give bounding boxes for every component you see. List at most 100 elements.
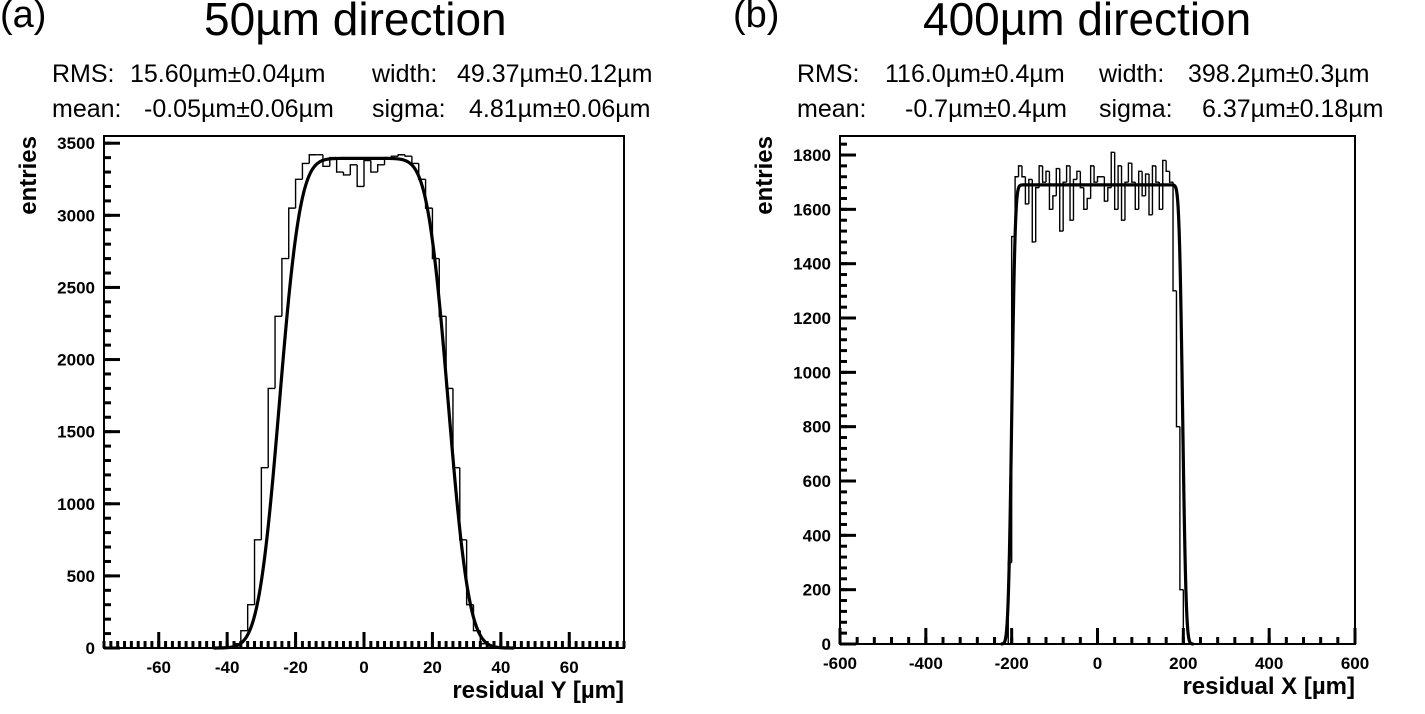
x-tick-label: -60 [146, 658, 171, 677]
histogram-bin [1158, 182, 1163, 211]
histogram-bin [404, 154, 412, 157]
chart-title: 50µm direction [204, 0, 507, 45]
histogram-bin [308, 154, 317, 164]
histogram-bin [1134, 182, 1139, 211]
y-tick-label: 3500 [57, 134, 95, 153]
y-tick-label: 1800 [793, 146, 831, 165]
x-tick-label: 200 [1169, 654, 1197, 673]
y-tick-label: 200 [803, 581, 831, 600]
y-tick-label: 0 [822, 635, 831, 654]
histogram-bin [1076, 170, 1081, 180]
fit-curve [1000, 183, 1194, 646]
histogram-bin [1113, 152, 1119, 211]
histogram-bin [1141, 171, 1146, 197]
y-tick-label: 0 [86, 639, 95, 658]
histogram-bin [1179, 426, 1184, 591]
histogram-bin [424, 179, 433, 209]
histogram-bin [342, 172, 351, 176]
y-tick-label: 1600 [793, 200, 831, 219]
histogram-bin [1165, 160, 1170, 173]
histogram-bin [431, 208, 440, 260]
y-tick-label: 800 [803, 418, 831, 437]
y-tick-label: 2000 [57, 351, 95, 370]
histogram [1004, 151, 1191, 645]
histogram-bin [1138, 170, 1143, 210]
histogram-bin [1182, 589, 1187, 645]
fit-curve [213, 156, 515, 650]
histogram-bin [376, 164, 385, 173]
y-tick-label: 1000 [57, 495, 95, 514]
x-tick-label: 60 [560, 658, 579, 677]
x-tick-label: 0 [1093, 654, 1102, 673]
rms-value: 15.60µm±0.04µm [130, 60, 326, 88]
histogram-bin [240, 629, 248, 644]
histogram-bin [1062, 181, 1067, 232]
mean-label: mean: [797, 95, 867, 123]
histogram-bin [288, 207, 296, 259]
y-tick-label: 3000 [57, 206, 95, 225]
histogram-bin [335, 157, 344, 173]
histogram-bin [1038, 165, 1043, 188]
histogram-bin [1148, 174, 1153, 216]
mean-value: -0.7µm±0.4µm [905, 95, 1068, 123]
y-tick-label: 2500 [57, 278, 95, 297]
x-tick-label: -40 [215, 658, 240, 677]
histogram-bin [349, 164, 358, 175]
plot-frame [103, 135, 625, 649]
sigma-value: 6.37µm±0.18µm [1202, 95, 1384, 123]
histogram-bin [281, 257, 289, 317]
histogram-bin [1021, 165, 1026, 178]
width-label: width: [372, 60, 438, 88]
histogram-bin [1162, 159, 1167, 210]
width-value: 398.2µm±0.3µm [1188, 60, 1370, 88]
x-tick-label: -600 [823, 654, 857, 673]
histogram-bin [1131, 163, 1136, 183]
rms-label: RMS: [797, 60, 860, 88]
y-tick-label: 1500 [57, 423, 95, 442]
histogram-bin [1124, 181, 1129, 221]
histogram-bin [1151, 165, 1156, 215]
y-tick-label: 1400 [793, 255, 831, 274]
histogram-bin [1055, 167, 1060, 196]
x-axis-title: residual Y [µm] [452, 677, 624, 704]
y-tick-label: 500 [67, 567, 95, 586]
histogram-bin [294, 178, 303, 209]
histogram-bin [356, 164, 364, 188]
histogram-bin [1172, 182, 1177, 292]
y-tick-label: 1000 [793, 363, 831, 382]
histogram-bin [363, 159, 371, 187]
rms-label: RMS: [52, 60, 115, 88]
x-tick-label: 20 [423, 658, 442, 677]
width-label: width: [1099, 60, 1165, 88]
sigma-value: 4.81µm±0.06µm [469, 95, 651, 123]
histogram-bin [267, 387, 276, 468]
chart-b: 0 200 400 600 800 1000 1200 1400 1600 1800 -600 -40… [751, 135, 1369, 700]
y-tick-label: 400 [803, 526, 831, 545]
histogram-bin [1093, 165, 1098, 183]
histogram-bin [1065, 165, 1071, 183]
histogram-bin [1096, 176, 1101, 183]
x-tick-label: 400 [1255, 654, 1283, 673]
histogram-bin [1083, 187, 1088, 211]
histogram-bin [1028, 178, 1033, 204]
x-tick-label: -400 [909, 654, 943, 673]
y-axis-title: entries [15, 136, 42, 215]
histogram-bin [1117, 165, 1122, 210]
y-tick-label: 600 [803, 472, 831, 491]
rms-value: 116.0µm±0.4µm [885, 60, 1065, 88]
histogram-bin [1079, 171, 1084, 189]
x-tick-label: -20 [283, 658, 308, 677]
x-axis-title: residual X [µm] [1182, 673, 1355, 700]
histogram-bin [1086, 197, 1091, 210]
panel-a: (a) 50µm direction RMS: 15.60µm±0.04µm w… [0, 0, 712, 714]
histogram-bin [1168, 171, 1174, 183]
histogram-bin [1144, 173, 1149, 196]
histogram-bin [1072, 178, 1077, 221]
panel-label: (b) [733, 0, 780, 36]
plot-frame [839, 135, 1356, 645]
histogram-bin [1059, 168, 1064, 232]
histogram-bin [1045, 170, 1050, 183]
mean-value: -0.05µm±0.06µm [144, 95, 334, 123]
histogram-bin [322, 154, 330, 167]
histogram-bin [1031, 179, 1036, 243]
